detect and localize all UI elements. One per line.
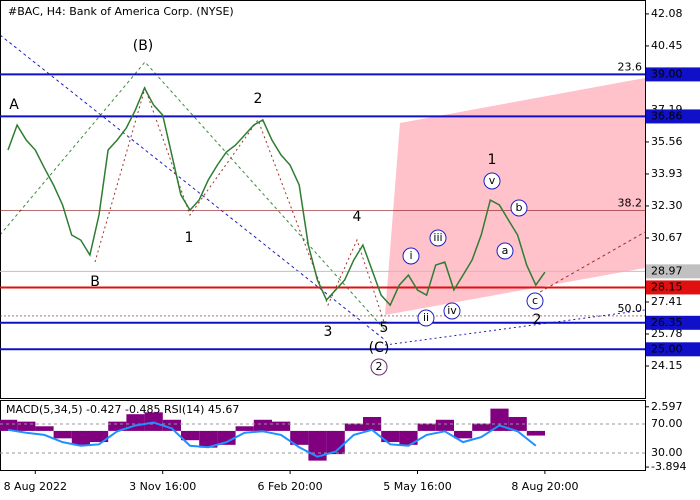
- y-tick-label: 24.15: [651, 359, 683, 372]
- x-tick-label: 3 Nov 16:00: [129, 480, 196, 493]
- price-line: [7, 86, 546, 307]
- x-tick-label: 5 May 16:00: [383, 480, 451, 493]
- rsi-tick-label: 70.00: [651, 417, 683, 430]
- wave-label: A: [9, 97, 19, 113]
- macd-bar: [162, 419, 181, 431]
- level-label: 28.97: [651, 264, 683, 277]
- macd-bar: [381, 430, 400, 443]
- y-tick-label: 40.45: [651, 39, 683, 52]
- macd-bar: [71, 430, 90, 445]
- wave-label: (B): [133, 38, 154, 54]
- macd-bar: [17, 421, 36, 431]
- x-tick-label: 6 Feb 20:00: [258, 480, 323, 493]
- wave-label: a: [502, 244, 509, 257]
- macd-tick-label: 2.597: [651, 400, 683, 413]
- wave-label: 2: [533, 312, 542, 328]
- wave-circle: [510, 199, 528, 217]
- y-tick-label: 35.56: [651, 135, 683, 148]
- macd-bar: [253, 419, 272, 431]
- macd-bar: [108, 421, 127, 431]
- wave-label: c: [532, 294, 538, 307]
- macd-bar: [490, 408, 509, 431]
- macd-tick-label: -3.894: [651, 460, 686, 473]
- level-label: 28.15: [651, 280, 683, 293]
- level-box: [646, 315, 700, 330]
- channel: [385, 78, 645, 315]
- wave-label: 4: [353, 209, 362, 225]
- level-box: [646, 264, 700, 279]
- macd-bar: [454, 430, 473, 439]
- macd-bar: [217, 430, 236, 445]
- rsi-tick-label: 30.00: [651, 446, 683, 459]
- fib-label: 50.0: [618, 302, 643, 315]
- wave-label: (C): [369, 340, 390, 356]
- level-box: [646, 109, 700, 124]
- wave-label: B: [90, 274, 100, 290]
- level-box: [646, 67, 700, 82]
- level-box: [646, 280, 700, 295]
- macd-bar: [199, 430, 218, 448]
- macd-bar: [399, 430, 418, 445]
- macd-bar: [53, 430, 72, 439]
- wave-circle: [402, 247, 420, 265]
- wave-label: ii: [423, 311, 429, 324]
- macd-bar: [472, 423, 491, 431]
- wave-label: iv: [447, 304, 457, 317]
- wave-label: 3: [324, 324, 333, 340]
- x-tick-label: 8 Aug 2022: [4, 480, 67, 493]
- wave-label: v: [489, 174, 496, 187]
- y-tick-label: 30.67: [651, 231, 683, 244]
- macd-bar: [435, 419, 454, 431]
- macd-bar: [35, 426, 54, 431]
- y-tick-label: 25.78: [651, 327, 683, 340]
- fib-label: 38.2: [618, 197, 643, 210]
- y-tick-label: 33.93: [651, 167, 683, 180]
- wave-label: 5: [380, 320, 389, 336]
- wave-circle: [483, 172, 501, 190]
- fib-label: 23.6: [618, 60, 643, 73]
- wave-circle: [443, 302, 461, 320]
- level-label: 25.00: [651, 342, 683, 355]
- chart-title: #BAC, H4: Bank of America Corp. (NYSE): [8, 5, 234, 18]
- macd-bar: [235, 426, 254, 431]
- wave-circle: [496, 242, 514, 260]
- level-label: 36.86: [651, 109, 683, 122]
- wave-circle: [526, 292, 544, 310]
- macd-bar: [90, 430, 109, 443]
- wave-label: 2: [376, 360, 383, 373]
- y-tick-label: 32.30: [651, 199, 683, 212]
- macd-bar: [272, 421, 291, 431]
- indicator-title: MACD(5,34,5) -0.427 -0.485 RSI(14) 45.67: [6, 403, 239, 416]
- macd-bar: [290, 430, 309, 445]
- wave-label: 1: [185, 230, 194, 246]
- wave-label: iii: [433, 231, 442, 244]
- wave-label: 1: [488, 152, 497, 168]
- x-tick-label: 8 Aug 20:00: [511, 480, 578, 493]
- wave-label: i: [409, 249, 412, 262]
- y-tick-label: 27.41: [651, 295, 683, 308]
- level-label: 39.00: [651, 67, 683, 80]
- macd-bar: [181, 430, 200, 441]
- wave-circle: [429, 229, 447, 247]
- macd-bar: [344, 423, 363, 431]
- level-label: 26.35: [651, 316, 683, 329]
- rsi-line: [7, 421, 537, 458]
- macd-bar: [0, 419, 18, 431]
- indicator-frame: [0, 400, 646, 471]
- macd-bar: [526, 430, 545, 436]
- trend-line: [539, 231, 646, 293]
- wave-circle: [417, 309, 435, 327]
- wave-label: 2: [254, 91, 263, 107]
- trend-line: [384, 309, 646, 346]
- trend-line: [0, 34, 386, 341]
- level-box: [646, 342, 700, 357]
- wave-label: b: [516, 201, 523, 214]
- wave-circle: [370, 358, 388, 376]
- plot-frame: [0, 0, 646, 399]
- y-tick-label: 42.08: [651, 7, 683, 20]
- macd-bar: [417, 423, 436, 431]
